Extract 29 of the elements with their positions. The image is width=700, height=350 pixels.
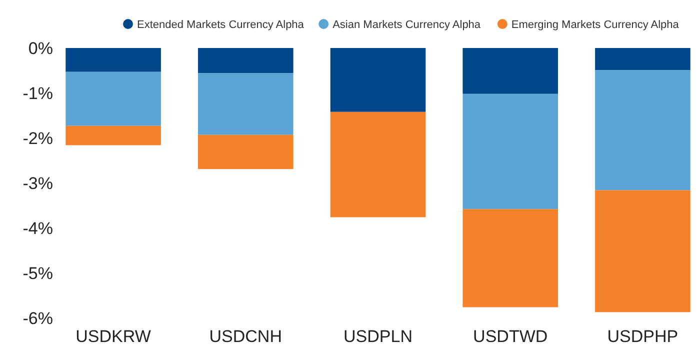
y-tick-label: -3%: [22, 174, 53, 193]
bar: [595, 70, 690, 190]
y-tick-label: -2%: [22, 128, 53, 148]
x-tick-label: USDPHP: [607, 327, 678, 346]
bar: [330, 48, 426, 112]
bar: [462, 209, 558, 308]
bar: [330, 112, 426, 218]
bar: [595, 48, 690, 70]
bar: [462, 94, 558, 210]
y-tick-label: 0%: [28, 38, 53, 58]
y-tick-label: -5%: [22, 264, 53, 283]
bar: [198, 73, 294, 135]
bar: [66, 126, 161, 146]
x-tick-label: USDCNH: [209, 327, 282, 346]
legend-label: Asian Markets Currency Alpha: [332, 19, 482, 31]
legend-label: Emerging Markets Currency Alpha: [511, 19, 680, 31]
x-tick-label: USDPLN: [344, 327, 412, 346]
y-tick-label: -6%: [22, 308, 53, 328]
y-tick-label: -1%: [22, 84, 53, 103]
x-tick-label: USDTWD: [473, 327, 548, 346]
x-tick-label: USDKRW: [76, 327, 151, 346]
legend-label: Extended Markets Currency Alpha: [137, 19, 305, 31]
bar: [595, 190, 690, 312]
bar: [462, 48, 558, 94]
y-tick-label: -4%: [22, 218, 53, 238]
bar: [198, 48, 294, 74]
bar: [66, 48, 161, 72]
bar: [66, 72, 161, 126]
bar: [198, 134, 294, 170]
